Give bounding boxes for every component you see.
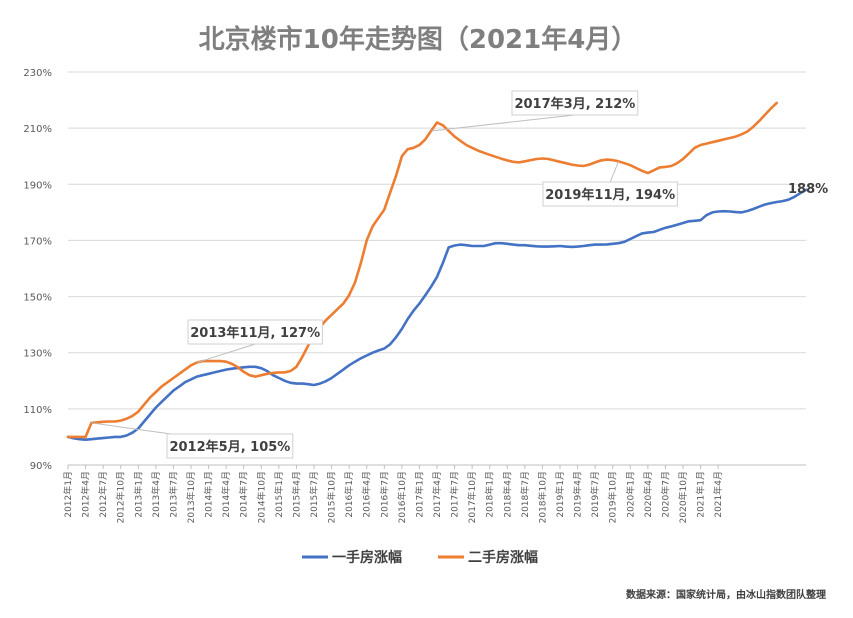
annotation-leader [91,422,172,435]
x-tick-label: 2019年7月 [589,471,601,518]
x-tick-label: 2021年1月 [695,471,707,518]
x-tick-label: 2015年7月 [308,471,320,518]
end-value-label: 219% [788,0,828,4]
y-tick-label: 150% [23,293,52,304]
x-tick-label: 2012年10月 [115,471,127,523]
x-tick-label: 2015年1月 [273,471,285,518]
series-line-2 [66,101,779,439]
legend-label: 一手房涨幅 [332,549,402,566]
y-axis: 90% 110% 130% 150% 170% 190% 210% 230% [23,68,52,472]
annotation-label: 2012年5月, 105% [169,439,290,455]
annotation-box [187,319,323,345]
y-tick-label: 110% [23,405,52,416]
x-tick-label: 2013年10月 [185,471,197,523]
annotations: 2012年5月, 105% 2013年11月, 127% 2017年3月, 212%… [91,90,678,459]
x-tick-label: 2016年7月 [378,471,390,518]
x-tick-label: 2014年1月 [203,471,215,518]
annotation-label: 2013年11月, 127% [190,325,320,341]
x-tick-label: 2017年7月 [449,471,461,518]
y-tick-label: 170% [23,236,52,247]
source-note: 数据来源：国家统计局，由冰山指数团队整理 [626,588,826,601]
x-tick-label: 2020年4月 [642,471,654,518]
y-tick-label: 130% [23,349,52,360]
x-tick-label: 2013年1月 [132,471,144,518]
annotation-leader [196,343,256,364]
y-tick-label: 190% [23,180,52,191]
end-labels: 188% 219% [788,0,828,197]
x-tick-label: 2017年1月 [413,471,425,518]
end-value-label: 188% [788,182,828,197]
x-tick-label: 2020年10月 [677,471,689,523]
y-tick-label: 90% [30,461,52,472]
x-tick-label: 2014年10月 [255,471,267,523]
annotation-box [166,433,294,459]
x-tick-label: 2016年10月 [396,471,408,523]
x-tick-label: 2019年4月 [572,471,584,518]
legend-item: 二手房涨幅 [438,549,538,566]
x-tick-label: 2017年10月 [466,471,478,523]
annotation-label: 2017年3月, 212% [514,96,635,112]
x-tick-label: 2016年1月 [343,471,355,518]
x-tick-label: 2018年1月 [484,471,496,518]
series-line-1 [66,188,808,442]
x-tick-label: 2014年4月 [220,471,232,518]
annotation-label: 2019年11月, 194% [545,187,675,203]
legend-label: 二手房涨幅 [468,549,538,566]
annotation-callout: 2012年5月, 105% [91,422,294,459]
x-tick-label: 2018年7月 [519,471,531,518]
annotation-callout: 2017年3月, 212% [431,90,639,132]
chart-title: 北京楼市10年走势图（2021年4月） [199,24,638,55]
x-tick-label: 2013年7月 [167,471,179,518]
y-tick-label: 210% [23,124,52,135]
x-axis: 2012年1月 2012年4月 2012年7月 2012年10月 2013年1月 2013… [62,465,724,523]
x-tick-label: 2018年4月 [501,471,513,518]
x-tick-label: 2015年4月 [290,471,302,518]
x-tick-label: 2014年7月 [238,471,250,518]
x-tick-label: 2021年4月 [712,471,724,518]
x-tick-label: 2013年4月 [150,471,162,518]
annotation-leader [609,161,620,183]
annotation-box [542,181,678,207]
y-tick-label: 230% [23,68,52,79]
legend-item: 一手房涨幅 [302,549,402,566]
x-tick-label: 2020年1月 [624,471,636,518]
x-tick-label: 2020年7月 [659,471,671,518]
legend: 一手房涨幅 二手房涨幅 [302,549,538,566]
x-tick-label: 2015年10月 [326,471,338,523]
x-tick-label: 2012年4月 [80,471,92,518]
x-tick-label: 2019年1月 [554,471,566,518]
annotation-callout: 2013年11月, 127% [187,319,323,364]
x-tick-label: 2012年1月 [62,471,74,518]
gridlines [68,71,806,466]
x-tick-label: 2016年4月 [361,471,373,518]
x-tick-label: 2018年10月 [536,471,548,523]
annotation-box [511,90,639,116]
x-tick-label: 2019年10月 [607,471,619,523]
x-tick-label: 2012年7月 [97,471,109,518]
x-tick-label: 2017年4月 [431,471,443,518]
annotation-leader [431,114,575,132]
series-lines [66,101,808,442]
annotation-callout: 2019年11月, 194% [542,161,678,207]
